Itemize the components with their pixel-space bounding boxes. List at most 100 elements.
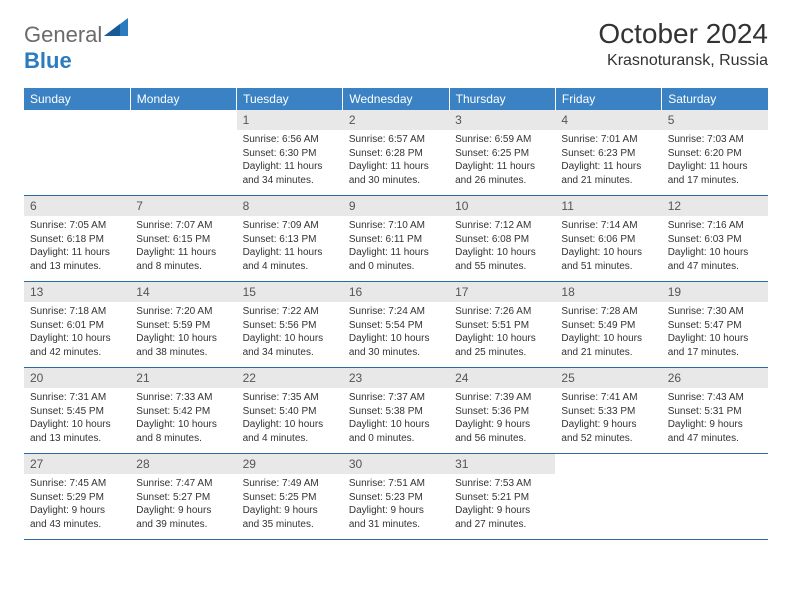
calendar-day-cell: 31Sunrise: 7:53 AMSunset: 5:21 PMDayligh… bbox=[449, 454, 555, 540]
sunset-text: Sunset: 6:11 PM bbox=[349, 233, 443, 247]
day-body: Sunrise: 7:30 AMSunset: 5:47 PMDaylight:… bbox=[662, 302, 768, 367]
sunset-text: Sunset: 5:54 PM bbox=[349, 319, 443, 333]
day-body: Sunrise: 6:59 AMSunset: 6:25 PMDaylight:… bbox=[449, 130, 555, 195]
calendar-week-row: 13Sunrise: 7:18 AMSunset: 6:01 PMDayligh… bbox=[24, 282, 768, 368]
calendar-day-cell: 4Sunrise: 7:01 AMSunset: 6:23 PMDaylight… bbox=[555, 110, 661, 196]
calendar-day-cell: 14Sunrise: 7:20 AMSunset: 5:59 PMDayligh… bbox=[130, 282, 236, 368]
logo-triangle-icon bbox=[104, 18, 128, 36]
daylight-text: Daylight: 10 hours and 42 minutes. bbox=[30, 332, 124, 359]
calendar-day-cell: 25Sunrise: 7:41 AMSunset: 5:33 PMDayligh… bbox=[555, 368, 661, 454]
day-number: 21 bbox=[130, 368, 236, 388]
day-body: Sunrise: 7:09 AMSunset: 6:13 PMDaylight:… bbox=[237, 216, 343, 281]
sunset-text: Sunset: 6:06 PM bbox=[561, 233, 655, 247]
day-number: 25 bbox=[555, 368, 661, 388]
day-body: Sunrise: 7:51 AMSunset: 5:23 PMDaylight:… bbox=[343, 474, 449, 539]
sunrise-text: Sunrise: 7:39 AM bbox=[455, 391, 549, 405]
daylight-text: Daylight: 10 hours and 25 minutes. bbox=[455, 332, 549, 359]
day-body: Sunrise: 7:28 AMSunset: 5:49 PMDaylight:… bbox=[555, 302, 661, 367]
sunset-text: Sunset: 6:20 PM bbox=[668, 147, 762, 161]
day-number: 31 bbox=[449, 454, 555, 474]
calendar-day-cell: 15Sunrise: 7:22 AMSunset: 5:56 PMDayligh… bbox=[237, 282, 343, 368]
calendar-day-cell bbox=[24, 110, 130, 196]
daylight-text: Daylight: 10 hours and 47 minutes. bbox=[668, 246, 762, 273]
day-number: 30 bbox=[343, 454, 449, 474]
header: General Blue October 2024 Krasnoturansk,… bbox=[24, 18, 768, 74]
day-number: 26 bbox=[662, 368, 768, 388]
day-body: Sunrise: 7:24 AMSunset: 5:54 PMDaylight:… bbox=[343, 302, 449, 367]
sunrise-text: Sunrise: 7:05 AM bbox=[30, 219, 124, 233]
sunset-text: Sunset: 5:51 PM bbox=[455, 319, 549, 333]
calendar-day-cell: 26Sunrise: 7:43 AMSunset: 5:31 PMDayligh… bbox=[662, 368, 768, 454]
calendar-day-cell: 21Sunrise: 7:33 AMSunset: 5:42 PMDayligh… bbox=[130, 368, 236, 454]
day-number: 16 bbox=[343, 282, 449, 302]
day-number: 15 bbox=[237, 282, 343, 302]
daylight-text: Daylight: 11 hours and 8 minutes. bbox=[136, 246, 230, 273]
day-body: Sunrise: 7:47 AMSunset: 5:27 PMDaylight:… bbox=[130, 474, 236, 539]
sunrise-text: Sunrise: 7:20 AM bbox=[136, 305, 230, 319]
day-number: 28 bbox=[130, 454, 236, 474]
daylight-text: Daylight: 11 hours and 21 minutes. bbox=[561, 160, 655, 187]
day-number bbox=[130, 110, 236, 130]
calendar-day-cell: 8Sunrise: 7:09 AMSunset: 6:13 PMDaylight… bbox=[237, 196, 343, 282]
daylight-text: Daylight: 11 hours and 26 minutes. bbox=[455, 160, 549, 187]
sunset-text: Sunset: 6:30 PM bbox=[243, 147, 337, 161]
sunset-text: Sunset: 5:47 PM bbox=[668, 319, 762, 333]
day-number: 20 bbox=[24, 368, 130, 388]
sunrise-text: Sunrise: 7:22 AM bbox=[243, 305, 337, 319]
sunset-text: Sunset: 5:29 PM bbox=[30, 491, 124, 505]
daylight-text: Daylight: 10 hours and 0 minutes. bbox=[349, 418, 443, 445]
calendar-day-cell: 3Sunrise: 6:59 AMSunset: 6:25 PMDaylight… bbox=[449, 110, 555, 196]
sunrise-text: Sunrise: 6:56 AM bbox=[243, 133, 337, 147]
daylight-text: Daylight: 10 hours and 51 minutes. bbox=[561, 246, 655, 273]
day-number: 17 bbox=[449, 282, 555, 302]
sunrise-text: Sunrise: 7:10 AM bbox=[349, 219, 443, 233]
sunrise-text: Sunrise: 6:59 AM bbox=[455, 133, 549, 147]
sunset-text: Sunset: 5:42 PM bbox=[136, 405, 230, 419]
sunset-text: Sunset: 6:03 PM bbox=[668, 233, 762, 247]
sunset-text: Sunset: 5:25 PM bbox=[243, 491, 337, 505]
daylight-text: Daylight: 10 hours and 55 minutes. bbox=[455, 246, 549, 273]
weekday-header-row: SundayMondayTuesdayWednesdayThursdayFrid… bbox=[24, 88, 768, 110]
calendar-day-cell: 5Sunrise: 7:03 AMSunset: 6:20 PMDaylight… bbox=[662, 110, 768, 196]
sunset-text: Sunset: 6:25 PM bbox=[455, 147, 549, 161]
calendar-day-cell: 28Sunrise: 7:47 AMSunset: 5:27 PMDayligh… bbox=[130, 454, 236, 540]
sunset-text: Sunset: 5:23 PM bbox=[349, 491, 443, 505]
day-body bbox=[555, 474, 661, 532]
day-body: Sunrise: 7:45 AMSunset: 5:29 PMDaylight:… bbox=[24, 474, 130, 539]
day-body: Sunrise: 7:01 AMSunset: 6:23 PMDaylight:… bbox=[555, 130, 661, 195]
day-number: 23 bbox=[343, 368, 449, 388]
day-number: 13 bbox=[24, 282, 130, 302]
sunrise-text: Sunrise: 7:01 AM bbox=[561, 133, 655, 147]
calendar-day-cell: 24Sunrise: 7:39 AMSunset: 5:36 PMDayligh… bbox=[449, 368, 555, 454]
day-body: Sunrise: 7:43 AMSunset: 5:31 PMDaylight:… bbox=[662, 388, 768, 453]
calendar-day-cell: 10Sunrise: 7:12 AMSunset: 6:08 PMDayligh… bbox=[449, 196, 555, 282]
sunset-text: Sunset: 5:56 PM bbox=[243, 319, 337, 333]
sunrise-text: Sunrise: 7:30 AM bbox=[668, 305, 762, 319]
day-number bbox=[24, 110, 130, 130]
daylight-text: Daylight: 10 hours and 4 minutes. bbox=[243, 418, 337, 445]
sunrise-text: Sunrise: 7:12 AM bbox=[455, 219, 549, 233]
calendar-day-cell: 22Sunrise: 7:35 AMSunset: 5:40 PMDayligh… bbox=[237, 368, 343, 454]
sunrise-text: Sunrise: 7:16 AM bbox=[668, 219, 762, 233]
sunrise-text: Sunrise: 7:26 AM bbox=[455, 305, 549, 319]
sunset-text: Sunset: 5:27 PM bbox=[136, 491, 230, 505]
daylight-text: Daylight: 11 hours and 4 minutes. bbox=[243, 246, 337, 273]
weekday-header: Thursday bbox=[449, 88, 555, 110]
sunset-text: Sunset: 5:45 PM bbox=[30, 405, 124, 419]
daylight-text: Daylight: 11 hours and 13 minutes. bbox=[30, 246, 124, 273]
day-body: Sunrise: 7:22 AMSunset: 5:56 PMDaylight:… bbox=[237, 302, 343, 367]
day-body: Sunrise: 7:18 AMSunset: 6:01 PMDaylight:… bbox=[24, 302, 130, 367]
daylight-text: Daylight: 11 hours and 0 minutes. bbox=[349, 246, 443, 273]
location: Krasnoturansk, Russia bbox=[598, 52, 768, 70]
daylight-text: Daylight: 9 hours and 56 minutes. bbox=[455, 418, 549, 445]
daylight-text: Daylight: 9 hours and 43 minutes. bbox=[30, 504, 124, 531]
weekday-header: Monday bbox=[130, 88, 236, 110]
day-body: Sunrise: 7:12 AMSunset: 6:08 PMDaylight:… bbox=[449, 216, 555, 281]
calendar-day-cell: 11Sunrise: 7:14 AMSunset: 6:06 PMDayligh… bbox=[555, 196, 661, 282]
calendar-week-row: 27Sunrise: 7:45 AMSunset: 5:29 PMDayligh… bbox=[24, 454, 768, 540]
day-number: 14 bbox=[130, 282, 236, 302]
sunrise-text: Sunrise: 7:07 AM bbox=[136, 219, 230, 233]
calendar-day-cell: 1Sunrise: 6:56 AMSunset: 6:30 PMDaylight… bbox=[237, 110, 343, 196]
sunrise-text: Sunrise: 7:35 AM bbox=[243, 391, 337, 405]
daylight-text: Daylight: 10 hours and 17 minutes. bbox=[668, 332, 762, 359]
